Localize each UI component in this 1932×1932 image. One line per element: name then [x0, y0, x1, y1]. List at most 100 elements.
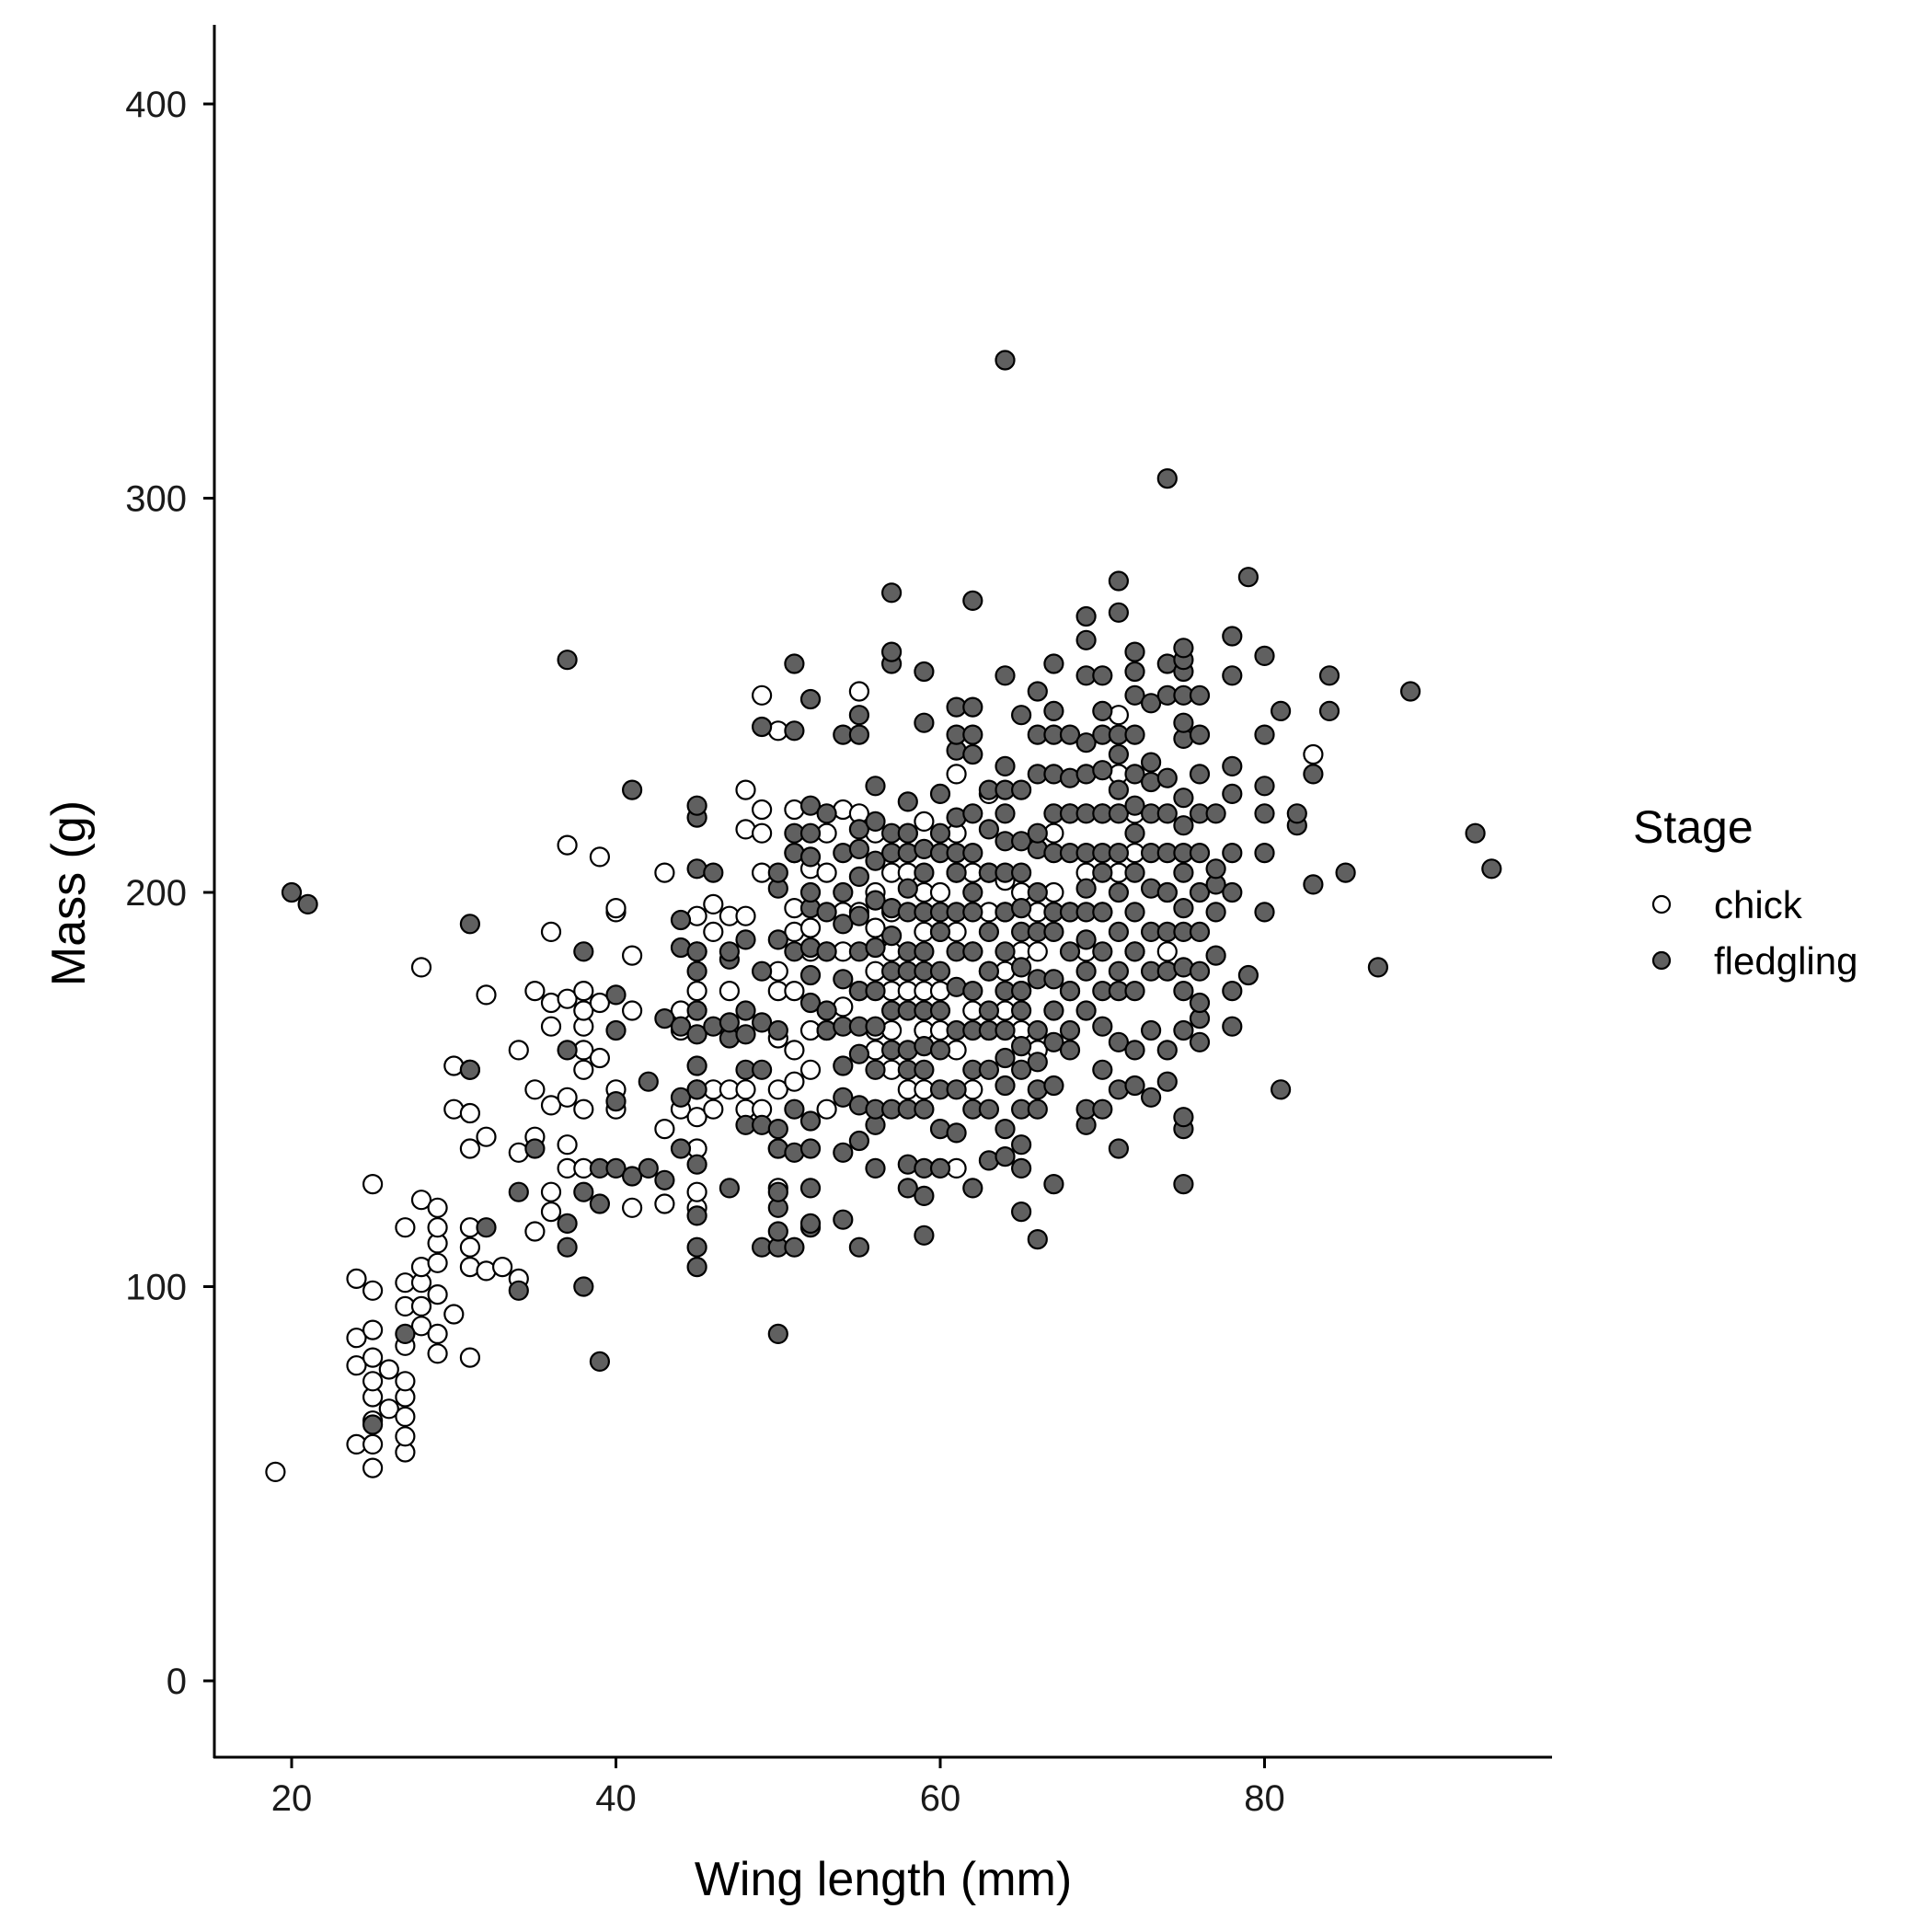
data-point-fledgling	[1108, 570, 1130, 592]
data-point-chick	[654, 1193, 675, 1214]
data-point-chick	[427, 1283, 448, 1305]
data-point-fledgling	[1108, 803, 1130, 824]
data-point-fledgling	[1010, 1134, 1032, 1156]
data-point-fledgling	[865, 776, 886, 797]
data-point-fledgling	[767, 1019, 788, 1041]
data-point-fledgling	[848, 1236, 870, 1258]
data-point-fledgling	[1092, 1098, 1113, 1120]
data-point-fledgling	[784, 1236, 805, 1258]
data-point-fledgling	[1108, 743, 1130, 765]
data-point-fledgling	[1222, 626, 1243, 647]
data-point-chick	[476, 984, 497, 1006]
x-tick-label: 80	[1244, 1778, 1285, 1819]
data-point-fledgling	[686, 1154, 707, 1175]
data-point-fledgling	[1092, 1059, 1113, 1080]
data-point-chick	[459, 1347, 480, 1368]
data-point-fledgling	[995, 803, 1016, 824]
data-point-fledgling	[784, 1098, 805, 1120]
data-point-fledgling	[589, 1351, 611, 1373]
data-point-fledgling	[1010, 1201, 1032, 1223]
data-point-fledgling	[946, 1122, 967, 1144]
data-point-fledgling	[751, 1059, 773, 1080]
data-point-fledgling	[1222, 881, 1243, 903]
data-point-fledgling	[962, 980, 983, 1002]
data-point-fledgling	[897, 791, 918, 812]
data-point-fledgling	[1010, 1035, 1032, 1057]
data-point-fledgling	[1286, 803, 1307, 824]
data-point-fledgling	[914, 1059, 935, 1080]
data-point-chick	[914, 811, 935, 833]
data-point-chick	[410, 1316, 432, 1337]
data-point-fledgling	[1108, 881, 1130, 903]
points-layer	[265, 350, 1502, 1483]
data-point-chick	[589, 1047, 611, 1069]
data-point-chick	[621, 1000, 643, 1021]
data-point-fledgling	[1303, 874, 1324, 895]
data-point-fledgling	[880, 641, 903, 662]
data-point-fledgling	[1222, 665, 1243, 686]
data-point-fledgling	[848, 724, 870, 745]
data-point-chick	[427, 1343, 448, 1364]
data-point-fledgling	[670, 1087, 692, 1108]
data-point-fledgling	[1059, 1040, 1081, 1061]
data-point-fledgling	[767, 1118, 788, 1140]
data-point-fledgling	[833, 914, 854, 935]
data-point-chick	[784, 980, 805, 1002]
data-point-fledgling	[1043, 1075, 1064, 1097]
data-point-chick	[799, 1059, 822, 1080]
data-point-fledgling	[1108, 1031, 1130, 1052]
data-point-fledgling	[799, 1110, 822, 1132]
data-point-fledgling	[833, 969, 854, 990]
data-point-fledgling	[1173, 1019, 1194, 1041]
data-point-fledgling	[1318, 665, 1340, 686]
data-point-fledgling	[962, 941, 983, 962]
data-point-chick	[395, 1217, 416, 1238]
data-point-fledgling	[995, 755, 1016, 777]
data-point-fledgling	[1254, 842, 1275, 864]
data-point-fledgling	[1124, 902, 1145, 923]
data-point-chick	[573, 1000, 594, 1021]
data-point-fledgling	[1010, 1157, 1032, 1179]
data-point-fledgling	[1173, 980, 1194, 1002]
data-point-chick	[362, 1280, 384, 1301]
x-tick-label: 40	[595, 1778, 637, 1819]
data-point-fledgling	[978, 960, 1000, 982]
data-point-fledgling	[1465, 822, 1486, 844]
data-point-fledgling	[719, 1178, 741, 1199]
data-point-fledgling	[767, 1221, 788, 1242]
data-point-chick	[378, 1359, 399, 1380]
data-point-fledgling	[1092, 700, 1113, 722]
data-point-fledgling	[1108, 602, 1130, 623]
data-point-fledgling	[1205, 858, 1226, 880]
data-point-chick	[491, 1256, 513, 1278]
data-point-fledgling	[735, 1000, 756, 1021]
data-point-fledgling	[670, 1016, 692, 1037]
data-point-fledgling	[865, 811, 886, 833]
data-point-fledgling	[1075, 629, 1097, 650]
data-point-fledgling	[1010, 779, 1032, 800]
data-point-chick	[605, 897, 627, 919]
data-point-fledgling	[914, 661, 935, 683]
data-point-fledgling	[995, 941, 1016, 962]
data-point-chick	[410, 1295, 432, 1317]
data-point-fledgling	[670, 1138, 692, 1159]
data-point-chick	[459, 1138, 480, 1159]
data-point-fledgling	[1027, 1019, 1048, 1041]
data-point-fledgling	[508, 1280, 529, 1301]
data-point-fledgling	[1124, 862, 1145, 883]
data-point-fledgling	[1254, 645, 1275, 667]
data-point-fledgling	[962, 1178, 983, 1199]
data-point-fledgling	[1043, 969, 1064, 990]
data-point-fledgling	[1335, 862, 1356, 883]
data-point-fledgling	[1254, 803, 1275, 824]
x-tick-label: 20	[271, 1778, 313, 1819]
data-point-chick	[346, 1328, 367, 1349]
legend-label-fledgling: fledgling	[1714, 939, 1857, 983]
data-point-fledgling	[719, 941, 741, 962]
data-point-fledgling	[978, 1000, 1000, 1021]
data-point-chick	[378, 1398, 399, 1420]
data-point-fledgling	[865, 1157, 886, 1179]
data-point-fledgling	[962, 902, 983, 923]
data-point-fledgling	[1010, 980, 1032, 1002]
data-point-fledgling	[914, 1225, 935, 1246]
